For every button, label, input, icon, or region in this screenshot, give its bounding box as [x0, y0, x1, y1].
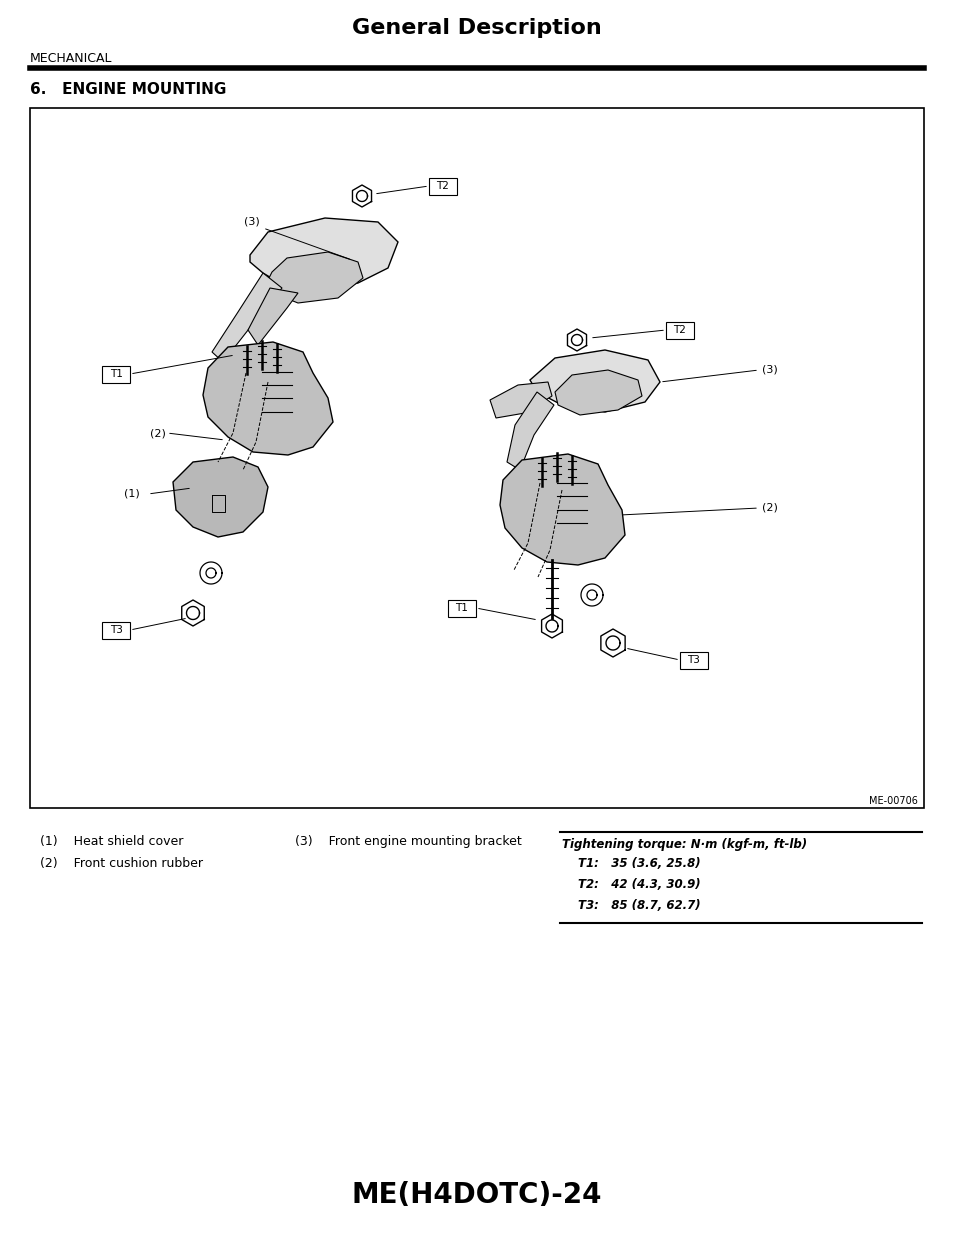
Text: ME-00706: ME-00706 — [868, 797, 917, 806]
Polygon shape — [212, 273, 282, 362]
Polygon shape — [490, 382, 552, 417]
Text: (3)    Front engine mounting bracket: (3) Front engine mounting bracket — [294, 835, 521, 848]
Text: (2)    Front cushion rubber: (2) Front cushion rubber — [40, 857, 203, 869]
Bar — [102, 366, 130, 383]
Polygon shape — [555, 370, 641, 415]
Text: (2): (2) — [150, 429, 166, 438]
Text: T2: T2 — [673, 325, 686, 335]
Text: ME(H4DOTC)-24: ME(H4DOTC)-24 — [352, 1181, 601, 1209]
Polygon shape — [248, 288, 297, 345]
Text: T3: T3 — [687, 655, 700, 664]
Polygon shape — [172, 457, 268, 537]
Bar — [429, 178, 456, 194]
Polygon shape — [506, 391, 554, 471]
Text: T3: T3 — [110, 625, 122, 635]
Text: T2:   42 (4.3, 30.9): T2: 42 (4.3, 30.9) — [578, 878, 700, 890]
Bar — [30, 107, 923, 808]
Text: Tightening torque: N·m (kgf-m, ft-lb): Tightening torque: N·m (kgf-m, ft-lb) — [561, 839, 806, 851]
Text: T1:   35 (3.6, 25.8): T1: 35 (3.6, 25.8) — [578, 857, 700, 869]
Text: (3): (3) — [244, 217, 259, 227]
Text: T1: T1 — [456, 603, 468, 613]
Text: (1): (1) — [124, 489, 140, 499]
Polygon shape — [203, 342, 333, 454]
Bar — [679, 652, 707, 668]
Bar — [665, 321, 693, 338]
Text: General Description: General Description — [352, 19, 601, 38]
Polygon shape — [499, 454, 624, 564]
Polygon shape — [530, 350, 659, 412]
Polygon shape — [268, 252, 363, 303]
Text: (3): (3) — [761, 366, 777, 375]
Text: 6.   ENGINE MOUNTING: 6. ENGINE MOUNTING — [30, 83, 226, 98]
Text: T1: T1 — [110, 369, 122, 379]
Text: T2: T2 — [436, 182, 449, 191]
Polygon shape — [250, 219, 397, 291]
Text: (2): (2) — [761, 503, 777, 513]
Bar — [448, 599, 476, 616]
Bar — [102, 621, 130, 638]
Text: (1)    Heat shield cover: (1) Heat shield cover — [40, 835, 183, 848]
Text: MECHANICAL: MECHANICAL — [30, 52, 112, 64]
Text: T3:   85 (8.7, 62.7): T3: 85 (8.7, 62.7) — [578, 899, 700, 911]
